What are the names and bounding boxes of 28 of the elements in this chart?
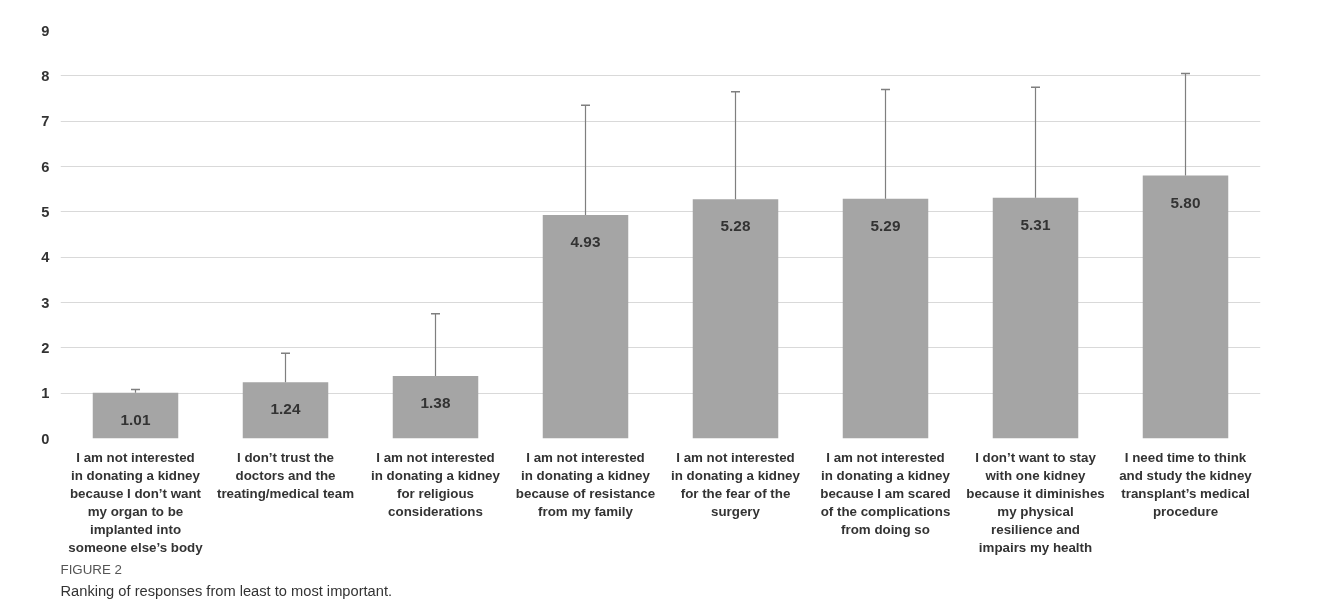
y-tick-label: 6 <box>41 158 50 175</box>
y-tick-label: 1 <box>41 385 50 402</box>
text: Ranking of responses from least to most important. <box>60 582 393 599</box>
data-label: 1.38 <box>420 393 451 411</box>
x-tick-label: I am not interested in donating a kidney for religious considerations <box>371 449 501 519</box>
y-tick-label: 2 <box>41 339 50 356</box>
data-label: 5.29 <box>870 216 901 234</box>
x-tick-label: I don’t want to stay with one kidney because it diminishes my physical resilience and impairs my health <box>966 449 1105 555</box>
y-tick-label: 5 <box>41 203 50 220</box>
caption: FIGURE 2 <box>60 561 122 577</box>
y-tick-label: 8 <box>41 67 50 84</box>
y-tick-label: 7 <box>41 113 50 130</box>
x-tick-label: I am not interested in donating a kidney because of resistance from my family <box>515 449 656 519</box>
y-tick-label: 9 <box>41 22 50 39</box>
y-tick-label: 3 <box>41 294 50 311</box>
data-label: 1.24 <box>270 400 301 418</box>
data-label: 4.93 <box>570 233 601 251</box>
data-label: 5.28 <box>720 217 751 235</box>
data-label: 5.31 <box>1020 215 1051 233</box>
y-tick-label: 0 <box>41 430 50 447</box>
x-tick-label: I need time to think and study the kidney transplant’s medical procedure <box>1119 449 1253 519</box>
y-tick-label: 4 <box>41 249 51 266</box>
data-label: 5.80 <box>1170 193 1201 211</box>
x-tick-label: I am not interested in donating a kidney for the fear of the surgery <box>671 449 801 519</box>
x-tick-label: I am not interested in donating a kidney because I don’t want my organ to be implanted into someone else’s body <box>68 449 204 555</box>
data-label: 1.01 <box>120 410 151 428</box>
x-tick-label: I don’t trust the doctors and the treating/medical team <box>216 449 355 501</box>
x-tick-label: I am not interested in donating a kidney because I am scared of the complications from doing so <box>820 449 951 537</box>
